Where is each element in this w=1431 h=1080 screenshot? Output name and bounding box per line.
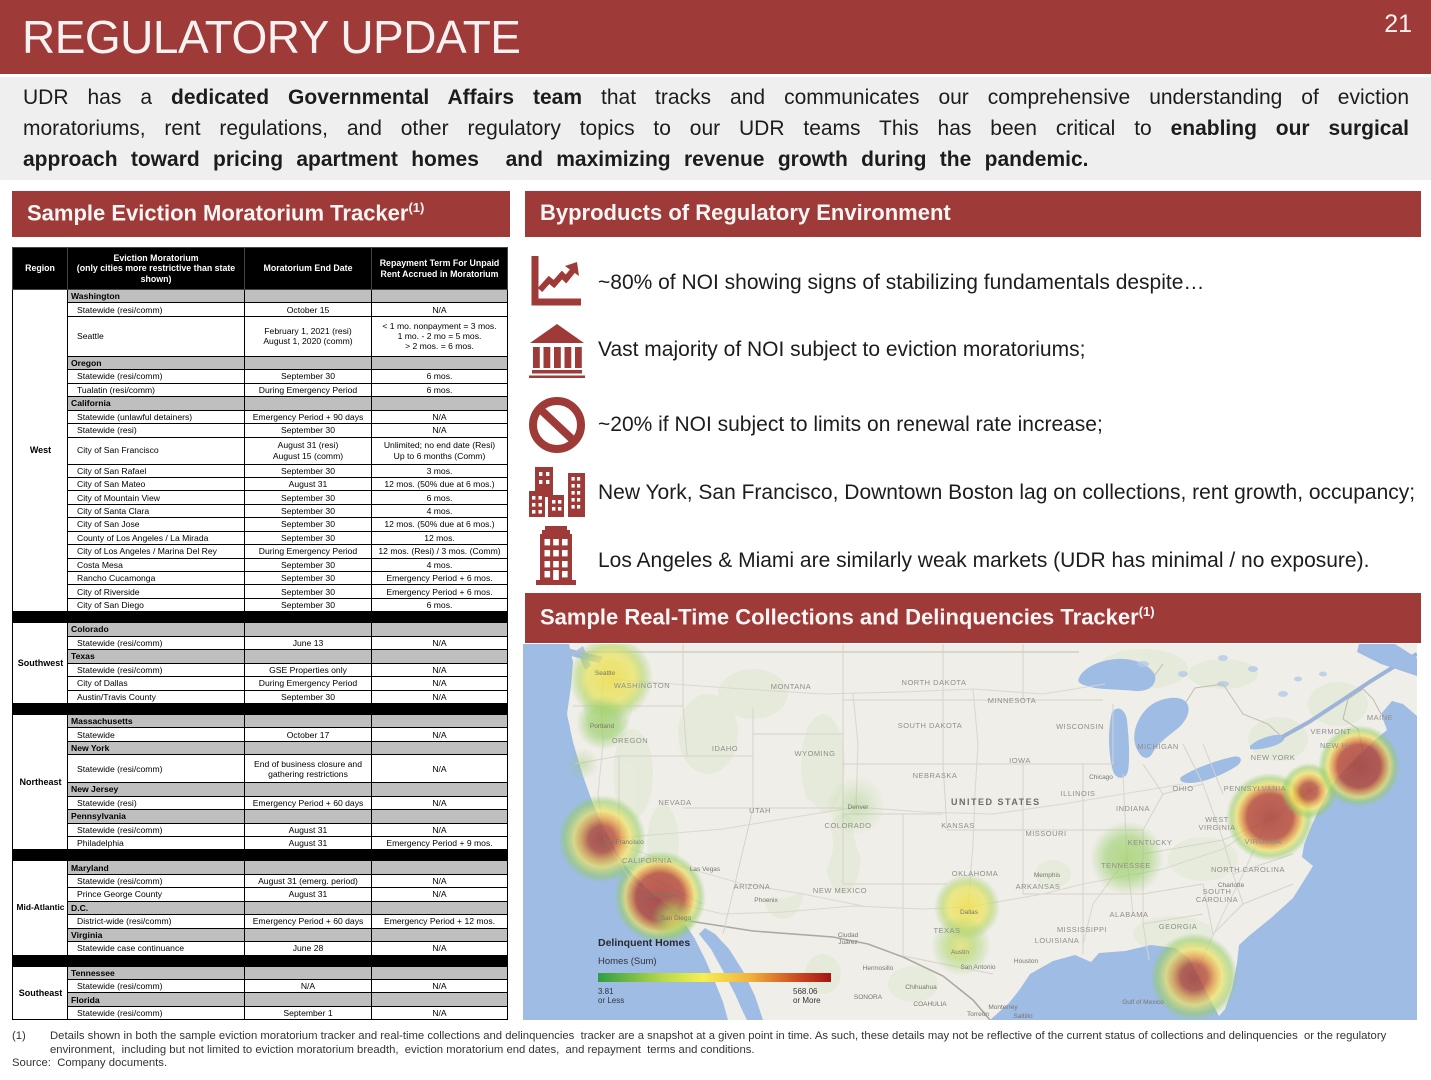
svg-text:NEVADA: NEVADA xyxy=(658,798,691,807)
svg-text:LOUISIANA: LOUISIANA xyxy=(1035,936,1080,945)
svg-text:ARKANSAS: ARKANSAS xyxy=(1016,882,1061,891)
svg-text:COAHULIA: COAHULIA xyxy=(913,1001,947,1008)
svg-text:Homes (Sum): Homes (Sum) xyxy=(598,956,657,967)
svg-text:COLORADO: COLORADO xyxy=(825,821,872,830)
svg-text:NEW MEXICO: NEW MEXICO xyxy=(813,886,867,895)
svg-text:ILLINOIS: ILLINOIS xyxy=(1061,789,1096,798)
svg-text:3.81: 3.81 xyxy=(598,987,614,996)
svg-text:NEBRASKA: NEBRASKA xyxy=(913,771,958,780)
svg-text:San Diego: San Diego xyxy=(661,915,692,922)
svg-text:NORTH DAKOTA: NORTH DAKOTA xyxy=(902,678,967,687)
svg-text:WASHINGTON: WASHINGTON xyxy=(614,681,670,690)
svg-text:VIRGINIA: VIRGINIA xyxy=(1199,823,1236,832)
svg-text:Juárez: Juárez xyxy=(838,939,858,946)
svg-text:568.06: 568.06 xyxy=(793,987,818,996)
svg-text:MAINE: MAINE xyxy=(1367,713,1393,722)
svg-text:VIRGINIA: VIRGINIA xyxy=(1245,837,1282,846)
svg-text:TEXAS: TEXAS xyxy=(933,926,960,935)
svg-text:NEW YORK: NEW YORK xyxy=(1251,753,1296,762)
svg-text:SONORA: SONORA xyxy=(854,994,883,1001)
svg-text:NORTH CAROLINA: NORTH CAROLINA xyxy=(1211,865,1285,874)
svg-text:Ciudad: Ciudad xyxy=(838,932,859,939)
svg-text:Seattle: Seattle xyxy=(595,670,616,677)
svg-text:or Less: or Less xyxy=(598,996,624,1005)
svg-text:Torreón: Torreón xyxy=(967,1011,989,1018)
svg-text:Monterrey: Monterrey xyxy=(988,1004,1018,1011)
svg-text:WYOMING: WYOMING xyxy=(795,749,836,758)
svg-text:ALABAMA: ALABAMA xyxy=(1110,910,1149,919)
svg-text:NEW H.: NEW H. xyxy=(1320,741,1350,750)
svg-text:OHIO: OHIO xyxy=(1172,784,1193,793)
svg-text:Austin: Austin xyxy=(951,949,969,956)
svg-text:Memphis: Memphis xyxy=(1034,872,1061,879)
svg-text:CALIFORNIA: CALIFORNIA xyxy=(622,856,672,865)
svg-text:UTAH: UTAH xyxy=(749,806,771,815)
svg-text:San Antonio: San Antonio xyxy=(960,964,995,971)
svg-text:Delinquent Homes: Delinquent Homes xyxy=(598,937,690,949)
svg-text:IDAHO: IDAHO xyxy=(712,744,738,753)
svg-text:MINNESOTA: MINNESOTA xyxy=(988,696,1037,705)
svg-text:UNITED STATES: UNITED STATES xyxy=(951,797,1041,807)
svg-text:MICHIGAN: MICHIGAN xyxy=(1137,742,1179,751)
svg-text:Las Vegas: Las Vegas xyxy=(690,866,721,873)
svg-text:KANSAS: KANSAS xyxy=(941,821,974,830)
svg-text:CAROLINA: CAROLINA xyxy=(1196,895,1238,904)
svg-text:OREGON: OREGON xyxy=(612,736,648,745)
svg-text:VERMONT: VERMONT xyxy=(1311,727,1352,736)
svg-text:Gulf of Mexico: Gulf of Mexico xyxy=(1122,999,1164,1006)
svg-text:Chicago: Chicago xyxy=(1089,774,1113,781)
svg-text:GEORGIA: GEORGIA xyxy=(1159,922,1198,931)
svg-text:Saltillo: Saltillo xyxy=(1013,1013,1033,1020)
svg-text:Los Angeles: Los Angeles xyxy=(645,892,681,899)
svg-text:MISSISSIPPI: MISSISSIPPI xyxy=(1057,925,1107,934)
svg-text:MISSOURI: MISSOURI xyxy=(1025,829,1066,838)
svg-text:Chihuahua: Chihuahua xyxy=(905,984,937,991)
svg-text:Houston: Houston xyxy=(1014,958,1039,965)
svg-text:San Francisco: San Francisco xyxy=(602,839,644,846)
svg-text:SOUTH: SOUTH xyxy=(1203,887,1232,896)
svg-text:Phoenix: Phoenix xyxy=(754,897,778,904)
svg-text:IOWA: IOWA xyxy=(1009,756,1031,765)
svg-text:MONTANA: MONTANA xyxy=(771,682,811,691)
svg-text:or More: or More xyxy=(793,996,821,1005)
svg-text:Charlotte: Charlotte xyxy=(1218,882,1245,889)
svg-text:Hermosillo: Hermosillo xyxy=(863,965,894,972)
svg-text:WISCONSIN: WISCONSIN xyxy=(1056,722,1104,731)
svg-text:WEST: WEST xyxy=(1205,815,1229,824)
svg-text:PENNSYLVANIA: PENNSYLVANIA xyxy=(1224,784,1286,793)
svg-text:KENTUCKY: KENTUCKY xyxy=(1128,838,1173,847)
svg-text:INDIANA: INDIANA xyxy=(1116,804,1150,813)
svg-text:Dallas: Dallas xyxy=(960,909,979,916)
svg-text:Portland: Portland xyxy=(590,723,615,730)
svg-text:ARIZONA: ARIZONA xyxy=(734,882,771,891)
svg-text:OKLAHOMA: OKLAHOMA xyxy=(952,869,999,878)
svg-text:Denver: Denver xyxy=(848,804,870,811)
svg-text:TENNESSEE: TENNESSEE xyxy=(1101,861,1151,870)
svg-text:SOUTH DAKOTA: SOUTH DAKOTA xyxy=(898,721,963,730)
